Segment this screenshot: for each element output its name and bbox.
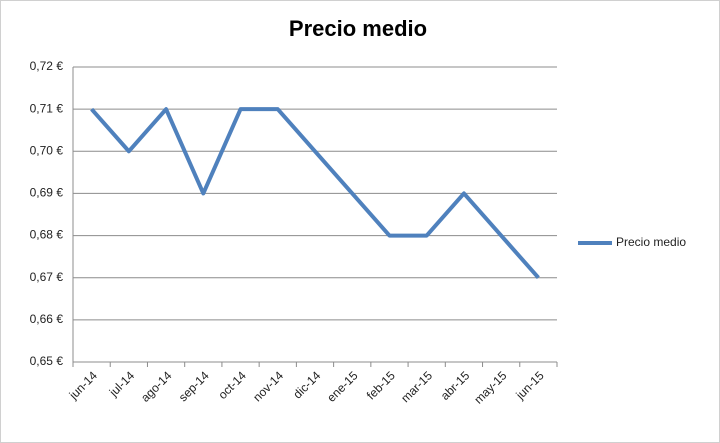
y-tick-label: 0,70 € (30, 143, 64, 157)
y-tick-label: 0,68 € (30, 228, 64, 242)
y-tick-label: 0,69 € (30, 186, 64, 200)
data-line (90, 107, 540, 280)
y-tick-label: 0,66 € (30, 312, 64, 326)
y-tick-label: 0,65 € (30, 354, 64, 368)
y-tick-label: 0,71 € (30, 101, 64, 115)
legend-label: Precio medio (616, 235, 686, 249)
y-tick-label: 0,67 € (30, 270, 64, 284)
chart-title: Precio medio (289, 16, 427, 41)
y-tick-label: 0,72 € (30, 59, 64, 73)
